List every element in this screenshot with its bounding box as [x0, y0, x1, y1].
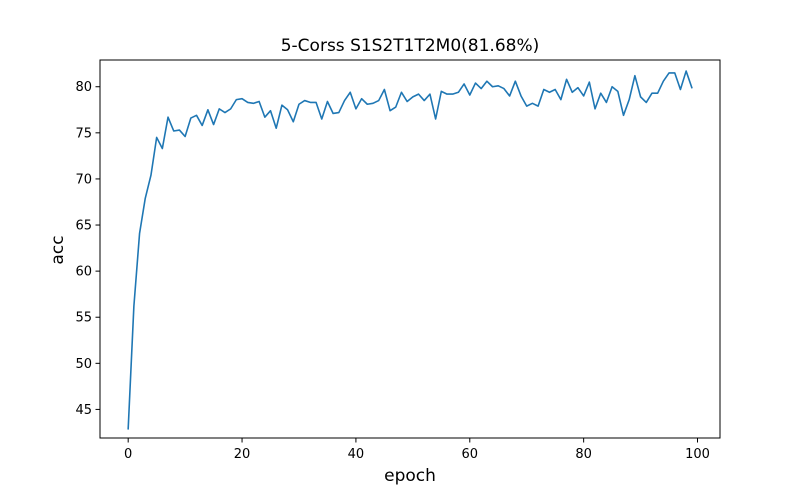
x-tick-label: 40	[348, 447, 365, 462]
y-axis-label: acc	[48, 235, 68, 264]
y-tick-label: 65	[75, 219, 92, 234]
y-tick-label: 45	[75, 403, 92, 418]
x-tick-label: 60	[462, 447, 479, 462]
y-tick-label: 70	[75, 172, 92, 187]
y-tick-label: 60	[75, 265, 92, 280]
x-tick-label: 20	[234, 447, 251, 462]
y-tick-label: 55	[75, 311, 92, 326]
y-tick-label: 50	[75, 357, 92, 372]
x-tick-label: 0	[124, 447, 132, 462]
y-tick-label: 75	[75, 126, 92, 141]
plot-area: 0 20 40 60 80 100 45 50 55 60 65 70 75 80	[75, 59, 721, 462]
y-tick-label: 80	[75, 80, 92, 95]
x-axis-label: epoch	[384, 466, 436, 486]
x-tick-label: 80	[575, 447, 592, 462]
series-line-0	[127, 70, 693, 430]
chart-title: 5-Corss S1S2T1T2M0(81.68%)	[281, 36, 540, 56]
axes-frame	[99, 59, 721, 439]
x-tick-label: 100	[685, 447, 710, 462]
